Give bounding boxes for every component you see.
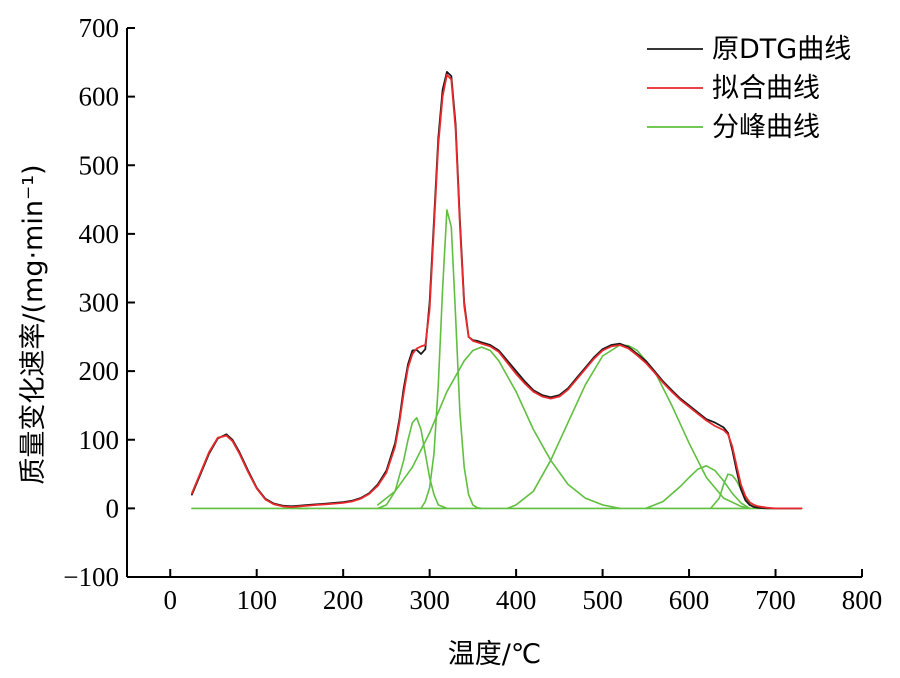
x-tick-label: 400 [496, 585, 537, 615]
legend-label: 拟合曲线 [712, 73, 820, 104]
series-line-1 [191, 73, 803, 510]
series-line-0 [191, 71, 803, 510]
y-axis-title: 质量变化速率/(mg·min⁻¹) [18, 164, 49, 484]
y-tick-label: 200 [79, 356, 120, 386]
y-tick-label: 700 [79, 13, 120, 43]
y-tick-label: −100 [63, 562, 119, 592]
y-tick-label: 600 [79, 82, 120, 112]
legend-label: 分峰曲线 [712, 112, 820, 143]
x-tick-label: 100 [236, 585, 277, 615]
x-tick-label: 0 [163, 585, 177, 615]
plot-series-group [191, 71, 803, 510]
series-line-4 [420, 209, 483, 510]
series-line-5 [377, 346, 621, 510]
y-tick-label: 0 [106, 493, 120, 523]
x-tick-label: 600 [669, 585, 710, 615]
y-tick-label: 100 [79, 425, 120, 455]
axes-group: −100 0 100 200 300 400 500 600 700 0 100 200 300 400 5… [63, 13, 882, 615]
y-tick-label: 400 [79, 219, 120, 249]
legend-label: 原DTG曲线 [712, 34, 851, 65]
x-tick-label: 200 [323, 585, 364, 615]
x-tick-label: 700 [755, 585, 796, 615]
x-tick-label: 500 [582, 585, 623, 615]
x-tick-label: 300 [409, 585, 450, 615]
series-line-2 [191, 434, 310, 510]
y-tick-label: 500 [79, 150, 120, 180]
series-line-6 [506, 344, 751, 510]
x-axis-title: 温度/℃ [448, 639, 541, 670]
y-tick-label: 300 [79, 288, 120, 318]
series-line-7 [645, 465, 751, 510]
x-tick-label: 800 [842, 585, 883, 615]
